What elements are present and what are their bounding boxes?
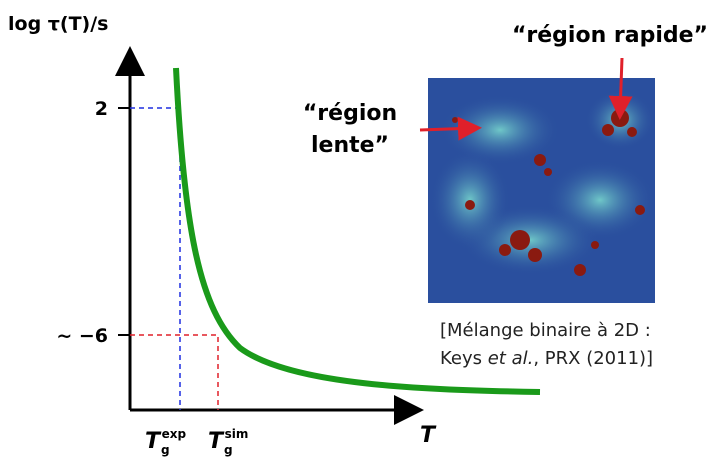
annotation-slow: “région	[303, 101, 397, 126]
annotation-fast: “région rapide”	[512, 23, 708, 48]
caption-text: , PRX (2011)]	[533, 348, 653, 369]
superscript: exp	[162, 427, 187, 441]
caption-text: et al.	[488, 348, 534, 369]
x-tick-label: Tg sim	[208, 427, 248, 457]
subscript: g	[161, 443, 170, 457]
diagram: log τ(T)/s 2 ~ −6 Tg exp Tg sim T “région …	[0, 0, 712, 462]
symbol: T	[145, 429, 162, 454]
y-axis-label: log τ(T)/s	[8, 13, 108, 35]
subscript: g	[224, 443, 233, 457]
caption: Keys et al., PRX (2011)]	[440, 348, 653, 369]
y-tick-label: ~ −6	[56, 325, 108, 347]
x-axis-label: T	[420, 423, 437, 448]
symbol: T	[208, 429, 225, 454]
x-tick-label: Tg exp	[145, 427, 186, 457]
arrow	[420, 128, 476, 130]
superscript: sim	[225, 427, 249, 441]
guide-sim	[130, 335, 218, 410]
caption: [Mélange binaire à 2D :	[440, 320, 651, 341]
annotation-slow: lente”	[311, 133, 389, 158]
y-tick-label: 2	[95, 98, 108, 120]
guide-exp	[130, 108, 180, 410]
arrow	[620, 58, 622, 114]
caption-text: Keys	[440, 348, 488, 369]
